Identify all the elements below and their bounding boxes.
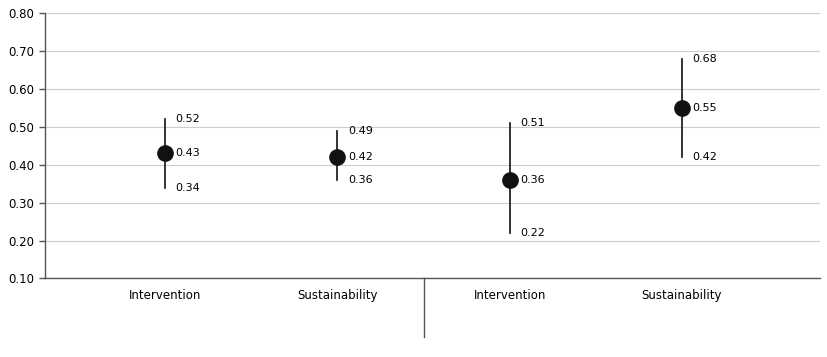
Text: 0.55: 0.55 bbox=[691, 103, 716, 113]
Text: 0.42: 0.42 bbox=[691, 152, 716, 162]
Text: 0.52: 0.52 bbox=[175, 114, 200, 124]
Text: 0.34: 0.34 bbox=[175, 182, 200, 192]
Text: 0.51: 0.51 bbox=[519, 118, 544, 128]
Text: 0.43: 0.43 bbox=[175, 149, 200, 159]
Text: 0.22: 0.22 bbox=[519, 228, 544, 238]
Text: 0.36: 0.36 bbox=[347, 175, 372, 185]
Text: 0.36: 0.36 bbox=[519, 175, 544, 185]
Text: 0.68: 0.68 bbox=[691, 54, 716, 64]
Text: 0.49: 0.49 bbox=[347, 126, 372, 136]
Text: 0.42: 0.42 bbox=[347, 152, 372, 162]
